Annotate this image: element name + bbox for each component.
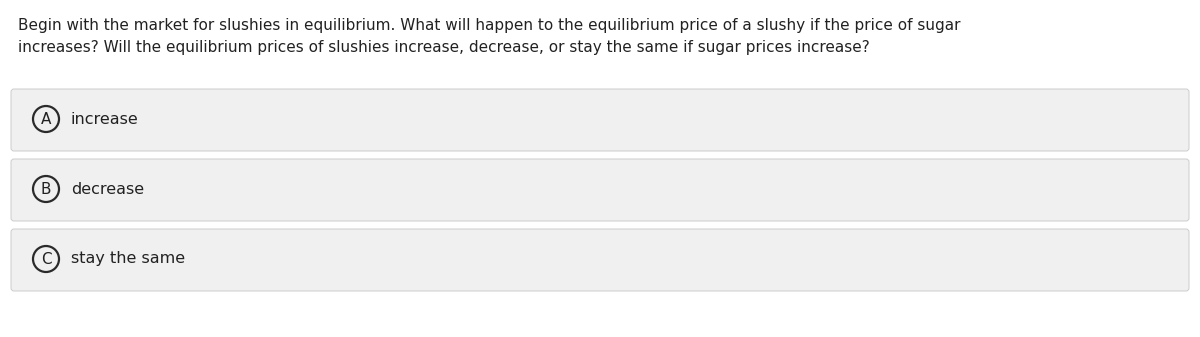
Text: Begin with the market for slushies in equilibrium. What will happen to the equil: Begin with the market for slushies in eq… [18, 18, 960, 33]
FancyBboxPatch shape [11, 89, 1189, 151]
Text: stay the same: stay the same [71, 251, 185, 267]
Text: C: C [41, 251, 52, 267]
Text: A: A [41, 112, 52, 126]
FancyBboxPatch shape [11, 159, 1189, 221]
Circle shape [34, 176, 59, 202]
Text: increases? Will the equilibrium prices of slushies increase, decrease, or stay t: increases? Will the equilibrium prices o… [18, 40, 870, 55]
Text: increase: increase [71, 112, 139, 126]
FancyBboxPatch shape [11, 229, 1189, 291]
Text: decrease: decrease [71, 182, 144, 196]
Circle shape [34, 106, 59, 132]
Text: B: B [41, 182, 52, 196]
Circle shape [34, 246, 59, 272]
